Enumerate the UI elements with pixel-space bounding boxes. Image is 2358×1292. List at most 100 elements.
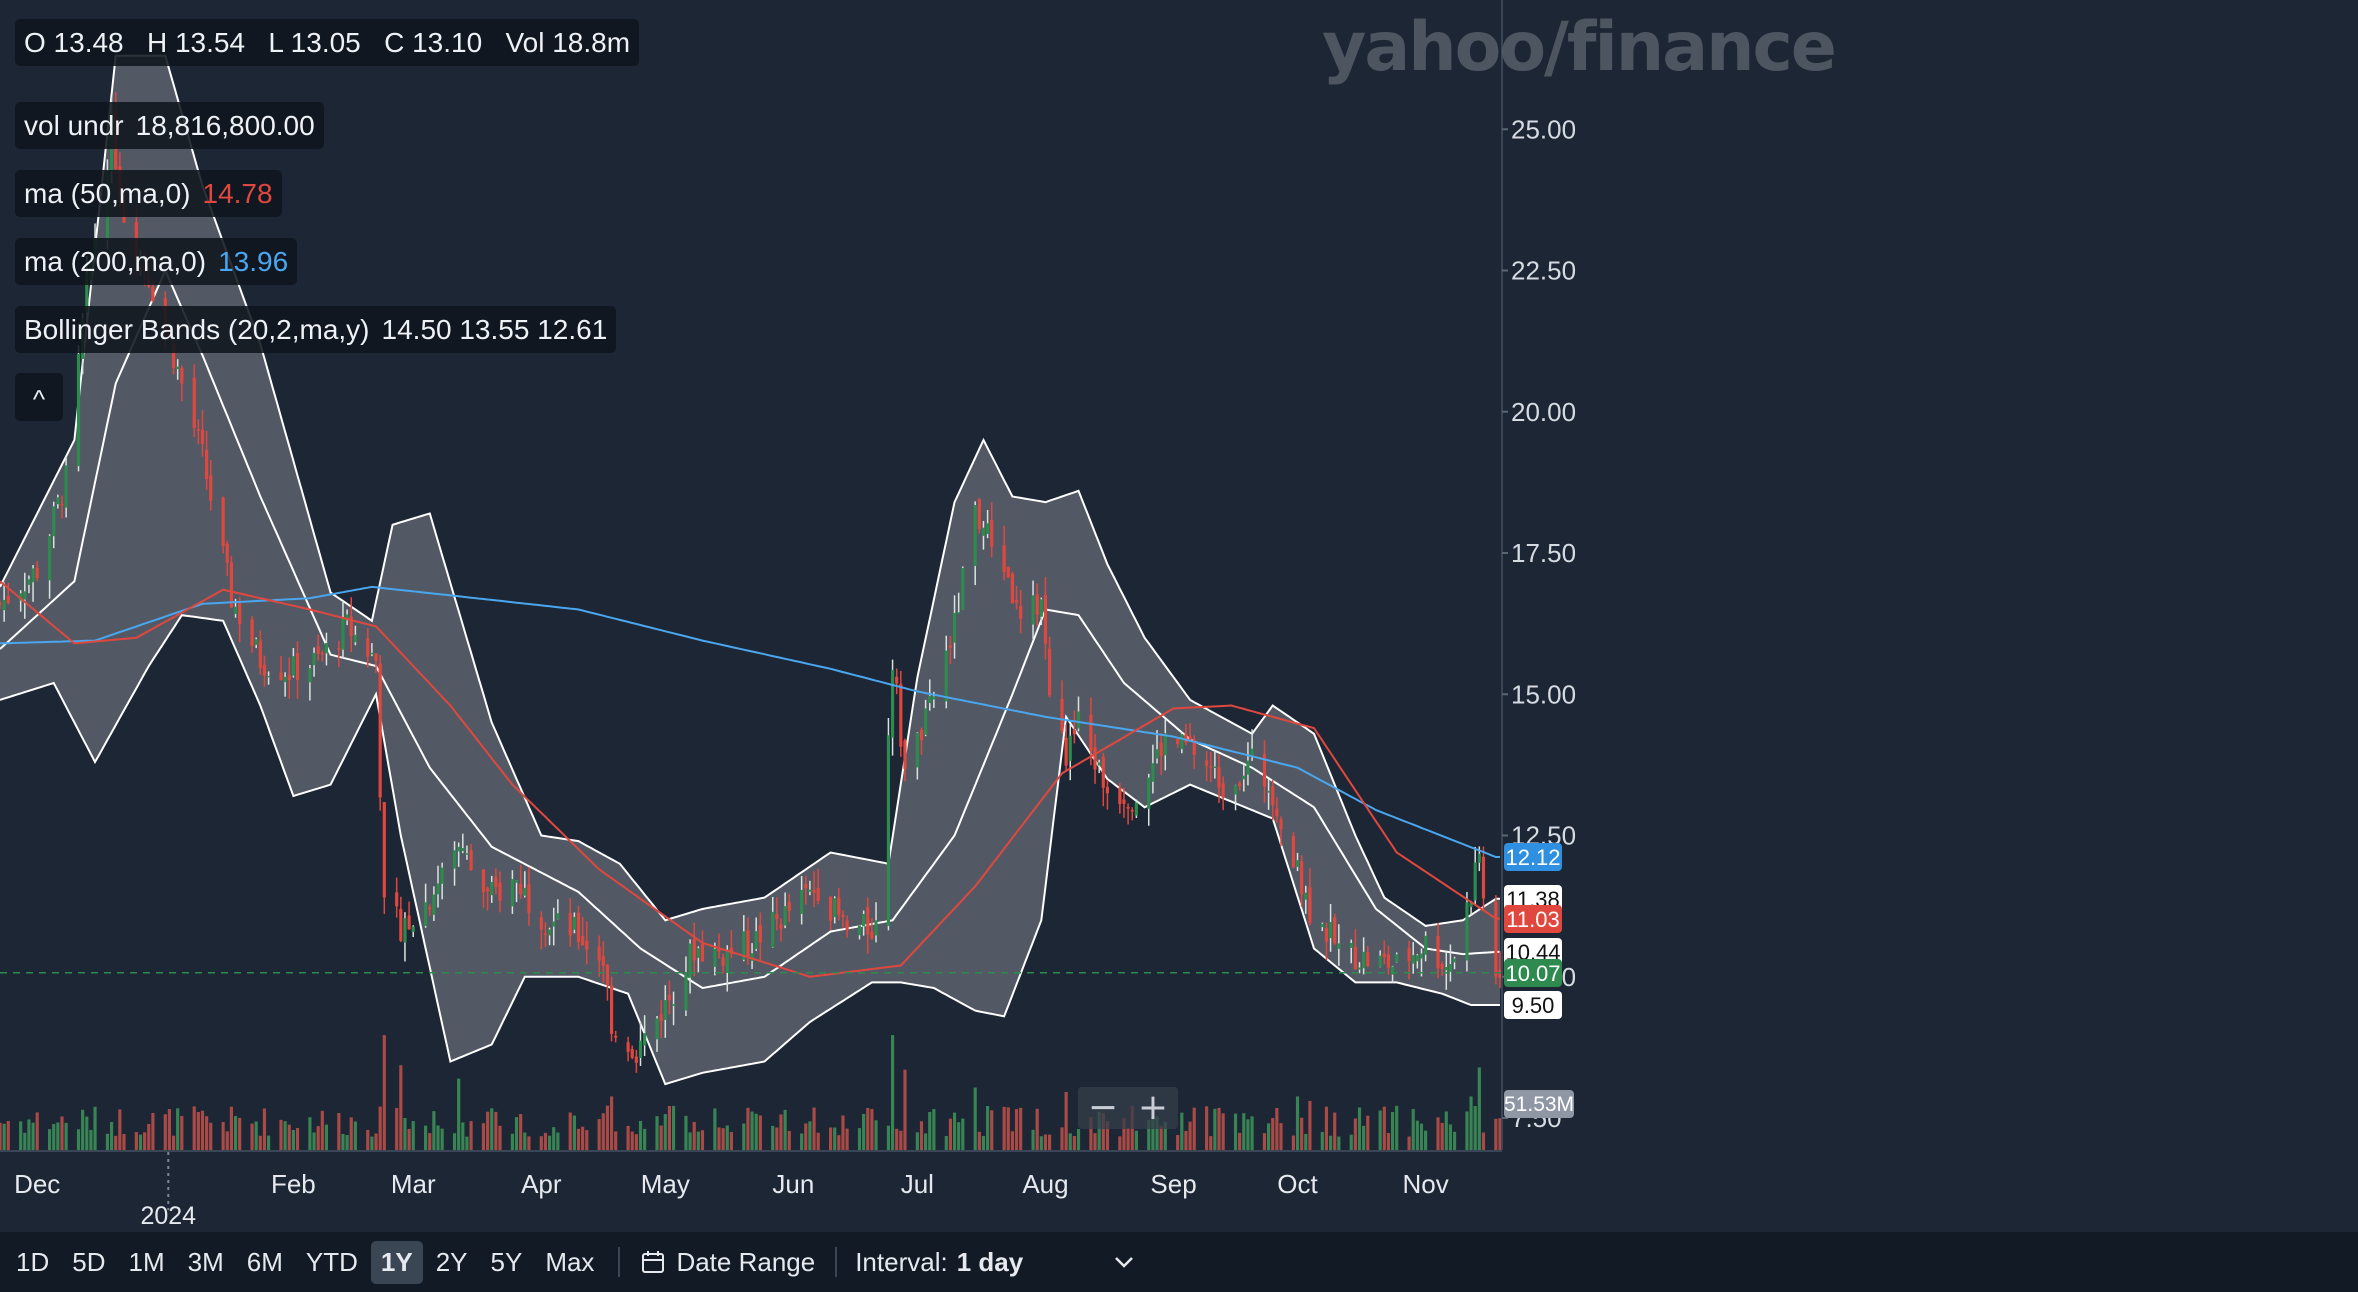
volume-bar [320, 1110, 324, 1150]
year-label: 2024 [140, 1202, 196, 1230]
volume-bar [1105, 1120, 1110, 1150]
interval-select[interactable]: Interval: 1 day [851, 1241, 1139, 1284]
candle-body [192, 377, 196, 428]
volume-bar [122, 1134, 126, 1150]
candle-body [1209, 766, 1213, 768]
volume-bar [225, 1131, 229, 1150]
range-1y-button[interactable]: 1Y [370, 1240, 423, 1284]
volume-bar [833, 1127, 837, 1150]
range-1m-button[interactable]: 1M [128, 1246, 165, 1277]
volume-bar [1275, 1107, 1279, 1150]
volume-bar [1477, 1067, 1481, 1150]
volume-bar [581, 1126, 585, 1150]
volume-bar [382, 1035, 386, 1150]
interval-value: 1 day [956, 1246, 1024, 1277]
toolbar-divider [618, 1247, 621, 1277]
x-tick-label: Jun [772, 1169, 814, 1199]
volume-value: 18,816,800.00 [135, 110, 315, 141]
volume-bar [35, 1112, 39, 1150]
candle-body [1328, 922, 1333, 939]
volume-bar [746, 1107, 750, 1150]
candle-body [76, 353, 81, 467]
volume-bar [527, 1136, 531, 1150]
candle-body [886, 735, 891, 926]
volume-bar [345, 1135, 349, 1150]
range-6m-button[interactable]: 6M [246, 1246, 283, 1277]
volume-bar [180, 1115, 184, 1150]
volume-bar [1217, 1107, 1221, 1150]
candle-body [523, 887, 527, 896]
ma200-legend[interactable]: ma (200,ma,0) 13.96 [15, 238, 298, 285]
volume-bar [775, 1127, 779, 1150]
volume-bar [1382, 1106, 1386, 1150]
candle-body [758, 925, 762, 943]
candle-body [874, 920, 878, 936]
candle-body [1130, 810, 1134, 812]
volume-bar [1378, 1110, 1382, 1150]
range-2y-button[interactable]: 2Y [435, 1246, 468, 1277]
candle-body [366, 638, 370, 657]
volume-bar [349, 1117, 353, 1150]
range-5y-button[interactable]: 5Y [490, 1246, 523, 1277]
candle-body [1440, 964, 1444, 969]
volume-bar [1469, 1096, 1473, 1150]
volume-bar [200, 1110, 205, 1150]
candle-body [539, 917, 543, 930]
date-range-button[interactable]: Date Range [634, 1241, 821, 1284]
ma50-legend[interactable]: ma (50,ma,0) 14.78 [15, 170, 282, 217]
candle-body [171, 343, 176, 369]
volume-bar [609, 1096, 614, 1150]
volume-bar [986, 1106, 990, 1150]
ohlcv-legend: O 13.48 H 13.54 L 13.05 C 13.10 Vol 18.8… [15, 19, 640, 66]
volume-bar [928, 1112, 932, 1150]
range-3m-button[interactable]: 3M [187, 1246, 224, 1277]
volume-bar [1233, 1113, 1238, 1150]
candle-body [1279, 819, 1283, 830]
candle-body [746, 930, 750, 957]
volume-bar [671, 1105, 676, 1150]
candle-body [233, 606, 238, 615]
volume-bar [312, 1132, 316, 1150]
volume-bar [1126, 1127, 1130, 1150]
range-1d-button[interactable]: 1D [16, 1246, 50, 1277]
volume-bar [812, 1107, 816, 1150]
x-tick-label: Feb [271, 1169, 316, 1199]
candle-body [1452, 958, 1457, 963]
volume-bar [787, 1130, 791, 1150]
volume-bar [952, 1112, 957, 1150]
volume-bar [267, 1135, 271, 1150]
volume-bar [519, 1114, 523, 1150]
volume-bar [1279, 1123, 1283, 1150]
bollinger-legend[interactable]: Bollinger Bands (20,2,ma,y) 14.50 13.55 1… [15, 306, 617, 353]
volume-bar [1395, 1105, 1399, 1150]
volume-bar [1465, 1111, 1469, 1150]
volume-legend[interactable]: vol undr 18,816,800.00 [15, 102, 324, 149]
candle-body [31, 568, 35, 583]
volume-bar [758, 1115, 762, 1150]
candle-body [2, 599, 6, 611]
candle-body [1320, 923, 1324, 928]
zoom-out-button[interactable]: − [1087, 1087, 1119, 1128]
candle-body [1271, 786, 1275, 806]
zoom-in-button[interactable]: + [1137, 1087, 1169, 1128]
candle-body [60, 503, 64, 506]
range-5d-button[interactable]: 5D [72, 1246, 106, 1277]
candle-body [1415, 955, 1419, 962]
volume-bar [283, 1121, 287, 1150]
candle-body [552, 921, 556, 927]
candle-body [1134, 802, 1138, 816]
range-ytd-button[interactable]: YTD [305, 1246, 358, 1277]
candle-body [345, 614, 349, 621]
volume-bar [31, 1122, 35, 1150]
candle-body [205, 450, 209, 479]
volume-bar [684, 1115, 688, 1150]
collapse-legend-button[interactable]: ^ [15, 373, 63, 421]
candle-body [1395, 954, 1399, 963]
candle-body [1366, 951, 1370, 966]
candle-body [527, 884, 531, 913]
volume-bar [1014, 1109, 1019, 1150]
candle-body [19, 593, 23, 601]
price-chart[interactable]: 7.5010.0012.5015.0017.5020.0022.5025.00D… [0, 0, 2358, 1232]
candle-body [713, 948, 717, 967]
range-max-button[interactable]: Max [545, 1246, 595, 1277]
